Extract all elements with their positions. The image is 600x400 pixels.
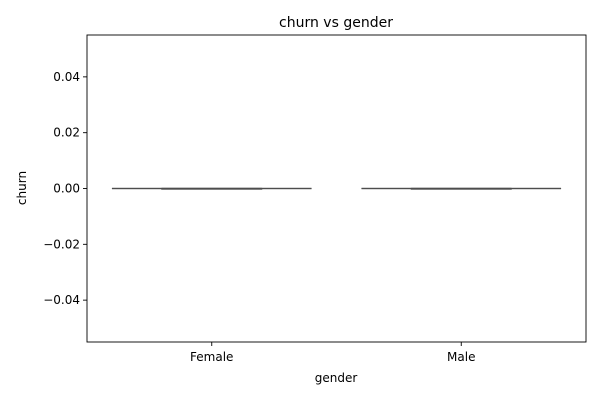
x-tick-label: Male — [447, 350, 475, 364]
box-female — [111, 187, 312, 190]
chart-title: churn vs gender — [279, 15, 393, 31]
y-axis-label: churn — [15, 171, 29, 205]
y-tick-label: −0.02 — [43, 237, 80, 251]
x-axis-label: gender — [315, 371, 358, 385]
y-axis: −0.04 −0.02 0.00 0.02 0.04 — [43, 70, 87, 307]
x-axis: Female Male — [190, 342, 475, 364]
y-tick-label: 0.02 — [53, 126, 80, 140]
y-tick-label: 0.00 — [53, 182, 80, 196]
box-male — [361, 187, 562, 190]
y-tick-label: 0.04 — [53, 70, 80, 84]
x-tick-label: Female — [190, 350, 233, 364]
y-tick-label: −0.04 — [43, 293, 80, 307]
box-series — [111, 187, 562, 190]
